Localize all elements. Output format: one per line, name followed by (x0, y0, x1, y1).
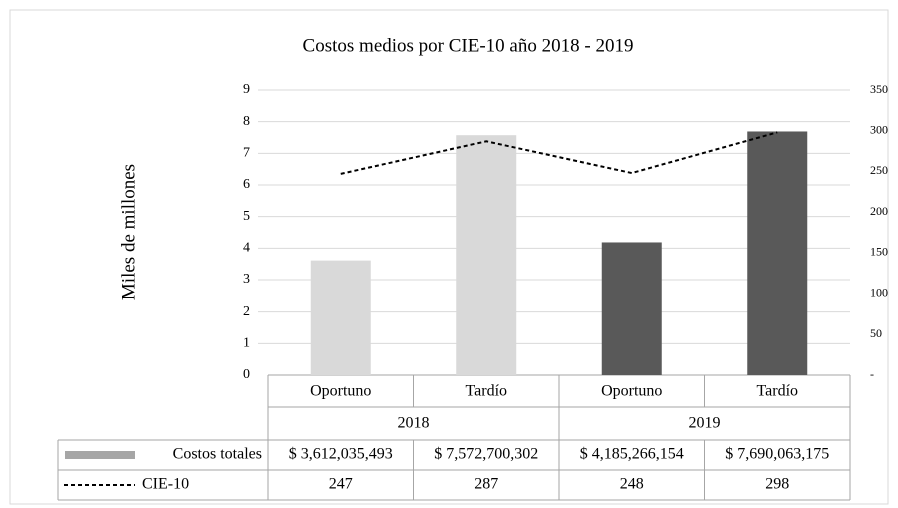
y2-tick-label: 100 (870, 285, 888, 299)
table-value: $ 7,572,700,302 (434, 446, 538, 463)
table-value: 247 (329, 476, 353, 493)
table-value: 287 (474, 476, 498, 493)
category-group-label: 2018 (398, 415, 430, 432)
table-value: 298 (765, 476, 789, 493)
bar (747, 131, 808, 375)
table-value: $ 7,690,063,175 (725, 446, 829, 463)
y2-tick-label: 250 (870, 163, 888, 177)
chart-title: Costos medios por CIE-10 año 2018 - 2019 (303, 35, 634, 56)
chart-border (9, 9, 889, 505)
x-tick-label: Tardío (465, 383, 507, 400)
y2-tick-label: 350 (870, 82, 888, 96)
category-group-label: 2019 (689, 415, 721, 432)
y-tick-label: 3 (243, 272, 250, 287)
legend-label: Costos totales (173, 446, 262, 463)
y-tick-label: 0 (243, 367, 250, 382)
legend-label: CIE-10 (142, 476, 189, 493)
line-series (340, 131, 778, 175)
y-tick-label: 1 (243, 336, 250, 351)
bar (456, 135, 517, 375)
y2-tick-label: 50 (870, 326, 882, 340)
y2-tick-label: 150 (870, 245, 888, 259)
y-tick-label: 8 (243, 114, 250, 129)
y-tick-label: 9 (243, 82, 250, 97)
y2-tick-label: 300 (870, 122, 888, 136)
x-tick-label: Oportuno (601, 383, 662, 400)
x-tick-label: Oportuno (310, 383, 371, 400)
y-axis-label: Miles de millones (118, 164, 139, 300)
x-tick-label: Tardío (756, 383, 798, 400)
y-tick-label: 7 (243, 146, 250, 161)
y-tick-label: 4 (243, 241, 250, 256)
table-value: $ 4,185,266,154 (580, 446, 684, 463)
y2-tick-label: 200 (870, 204, 888, 218)
table-value: 248 (620, 476, 644, 493)
y2-tick-label: - (870, 367, 874, 381)
bar (601, 242, 662, 375)
y-tick-label: 2 (243, 304, 250, 319)
table-value: $ 3,612,035,493 (289, 446, 393, 463)
y-tick-label: 6 (243, 177, 250, 192)
y-tick-label: 5 (243, 209, 250, 224)
legend-swatch (65, 451, 135, 459)
bar (310, 260, 371, 375)
